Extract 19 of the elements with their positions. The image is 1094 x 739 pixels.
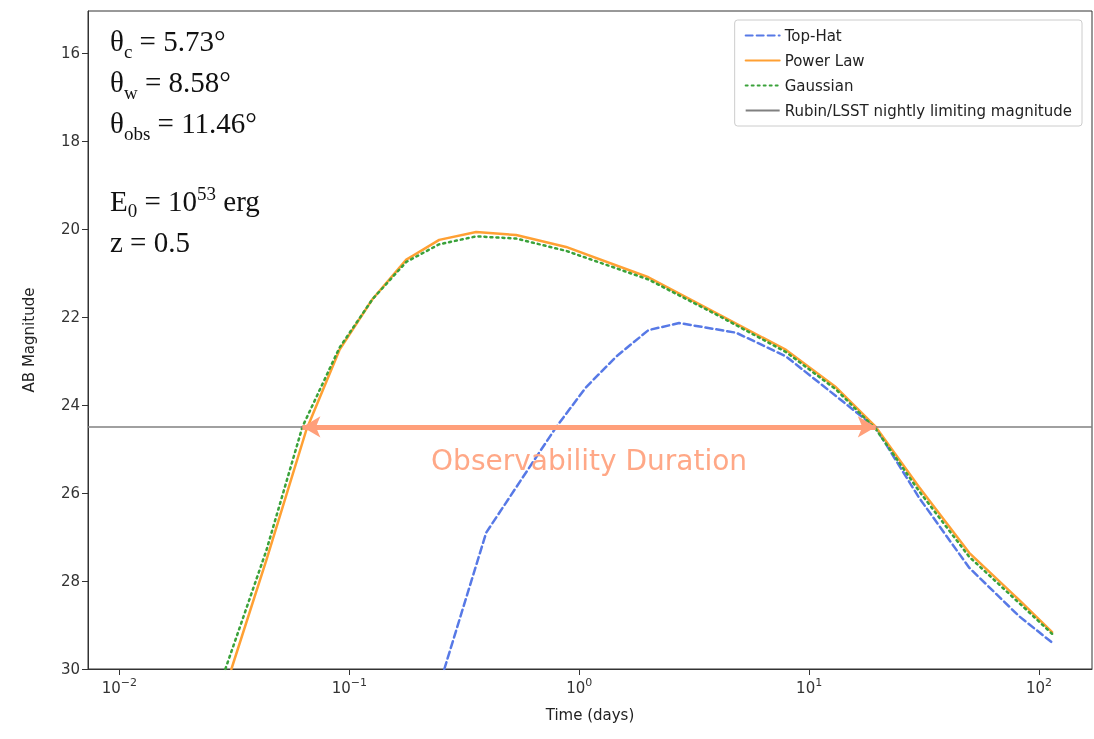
annotation: θ$_{w}$ = 8.58° — [110, 65, 232, 105]
annotation: E$_{0}$ = 10$^{53}$ erg — [110, 182, 260, 224]
legend-label: Gaussian — [784, 76, 854, 95]
y-tick-label: 26 — [60, 483, 80, 502]
annotation: θ$_{obs}$ = 11.46° — [110, 106, 258, 146]
y-tick-label: 18 — [60, 131, 80, 150]
x-axis-title: Time (days) — [544, 705, 635, 724]
y-tick-label: 30 — [60, 660, 80, 678]
y-tick-label: 22 — [60, 307, 80, 326]
y-tick-label: 16 — [60, 43, 80, 62]
legend-label: Top-Hat — [783, 26, 842, 45]
y-tick-label: 28 — [60, 571, 80, 590]
y-tick-label: 24 — [60, 395, 80, 414]
legend-label: Power Law — [784, 51, 865, 70]
y-axis-title: AB Magnitude — [19, 287, 38, 393]
y-tick-label: 20 — [60, 219, 80, 238]
annotation: z = 0.5 — [110, 225, 191, 258]
legend-label: Rubin/LSST nightly limiting magnitude — [784, 101, 1073, 120]
annotation: θ$_{c}$ = 5.73° — [110, 25, 227, 64]
